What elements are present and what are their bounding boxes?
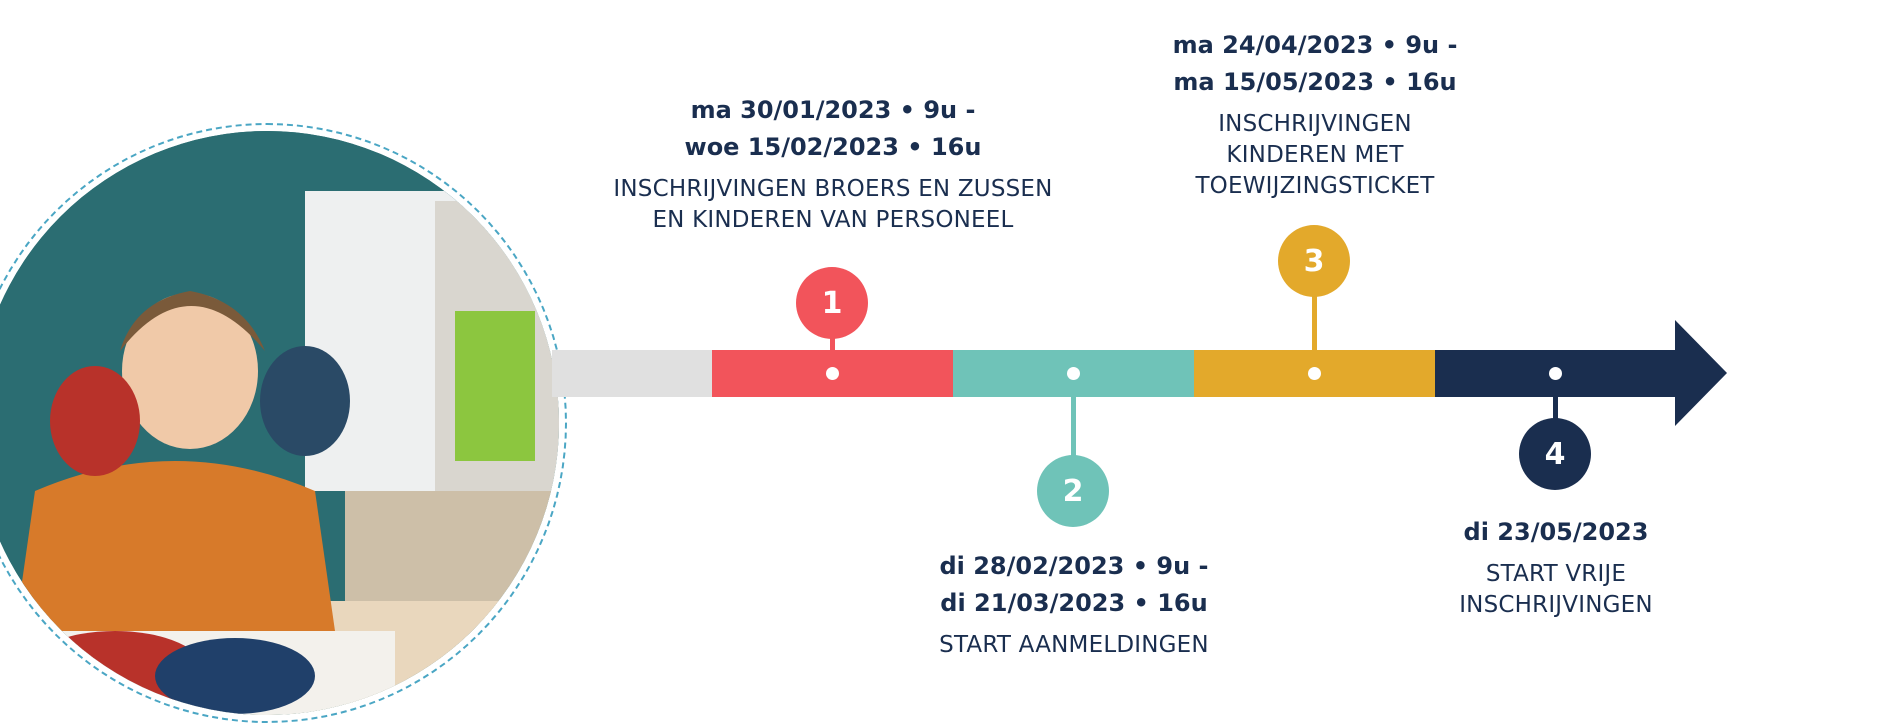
step-1-desc-line-2: EN KINDEREN VAN PERSONEEL (652, 207, 1014, 233)
step-3-date-end: ma 15/05/2023 • 16u (1173, 68, 1457, 96)
step-3-description: INSCHRIJVINGEN KINDEREN MET TOEWIJZINGST… (1115, 109, 1515, 202)
step-4-text: di 23/05/2023 START VRIJE INSCHRIJVINGEN (1406, 514, 1706, 621)
step-2-stem (1071, 380, 1076, 460)
step-3-number: 3 (1303, 243, 1325, 279)
photo-illustration (0, 131, 559, 715)
timeline-dot-1 (826, 367, 839, 380)
step-2-desc-line-1: START AANMELDINGEN (939, 632, 1209, 658)
step-1-stem (830, 336, 835, 362)
step-3-desc-line-2: KINDEREN MET (1226, 142, 1404, 168)
step-4-desc-line-2: INSCHRIJVINGEN (1459, 592, 1653, 618)
step-3-badge: 3 (1278, 225, 1350, 297)
step-3-text: ma 24/04/2023 • 9u - ma 15/05/2023 • 16u… (1115, 27, 1515, 202)
step-1-description: INSCHRIJVINGEN BROERS EN ZUSSEN EN KINDE… (593, 174, 1073, 236)
step-4-number: 4 (1544, 436, 1566, 472)
step-2-date-end: di 21/03/2023 • 16u (940, 589, 1208, 617)
step-3-stem (1312, 295, 1317, 362)
step-2-date-start: di 28/02/2023 • 9u - (939, 552, 1209, 580)
step-4-badge: 4 (1519, 418, 1591, 490)
timeline-dot-3 (1308, 367, 1321, 380)
step-1-desc-line-1: INSCHRIJVINGEN BROERS EN ZUSSEN (613, 176, 1053, 202)
step-1-date-end: woe 15/02/2023 • 16u (684, 133, 982, 161)
step-4-desc-line-1: START VRIJE (1485, 561, 1627, 587)
step-1-badge: 1 (796, 267, 868, 339)
step-1-text: ma 30/01/2023 • 9u - woe 15/02/2023 • 16… (593, 92, 1073, 236)
timeline-dot-4 (1549, 367, 1562, 380)
timeline-segment-start (552, 350, 712, 397)
timeline-dot-2 (1067, 367, 1080, 380)
step-2-text: di 28/02/2023 • 9u - di 21/03/2023 • 16u… (874, 548, 1274, 661)
timeline-arrow-head (1675, 320, 1727, 426)
step-3-date-start: ma 24/04/2023 • 9u - (1172, 31, 1458, 59)
step-1-date-start: ma 30/01/2023 • 9u - (690, 96, 976, 124)
step-4-date: di 23/05/2023 (1463, 518, 1649, 546)
step-3-desc-line-3: TOEWIJZINGSTICKET (1195, 173, 1435, 199)
child-painted-hands-photo (0, 131, 559, 715)
step-2-description: START AANMELDINGEN (874, 630, 1274, 661)
step-4-stem (1553, 380, 1558, 420)
step-3-desc-line-1: INSCHRIJVINGEN (1218, 111, 1412, 137)
step-2-number: 2 (1062, 473, 1084, 509)
step-4-description: START VRIJE INSCHRIJVINGEN (1406, 559, 1706, 621)
step-2-badge: 2 (1037, 455, 1109, 527)
step-1-number: 1 (821, 285, 843, 321)
